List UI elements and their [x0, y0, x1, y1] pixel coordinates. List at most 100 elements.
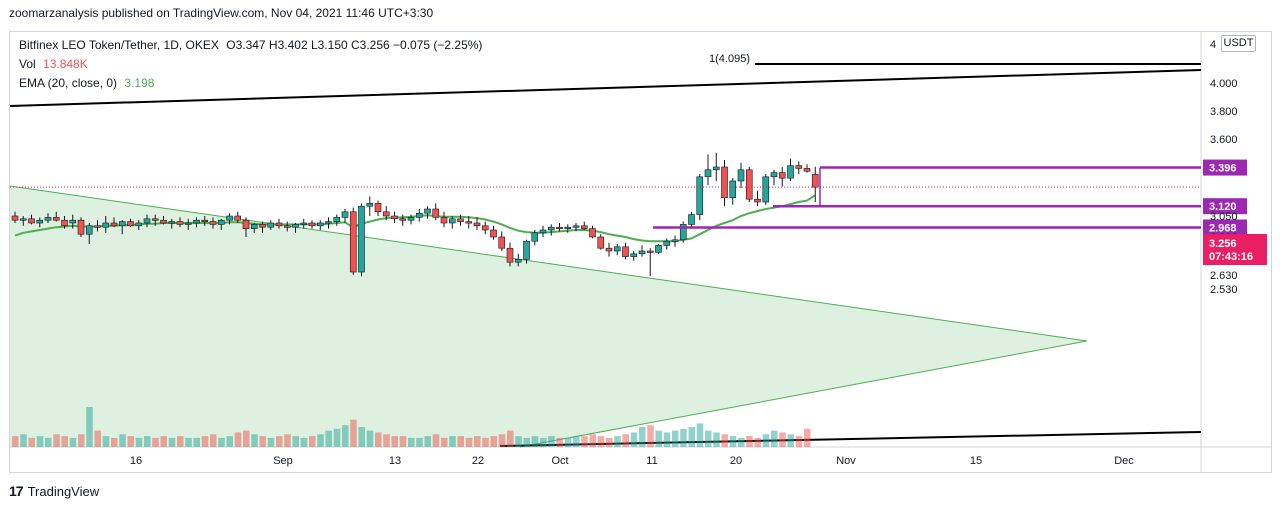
volume-bar [168, 437, 176, 447]
last-price-label: 3.256 [1209, 238, 1237, 250]
volume-bar [507, 430, 514, 447]
volume-bar [465, 437, 473, 447]
candle-body [556, 226, 563, 229]
lower-trend-line [499, 431, 1202, 447]
candle-body [209, 221, 217, 225]
candle-body [473, 222, 481, 227]
volume-bar [251, 434, 258, 447]
candle-body [94, 225, 101, 228]
upper-trend-line [9, 69, 1202, 107]
volume-bar [342, 425, 349, 447]
volume-bar [127, 436, 134, 447]
candle-body [77, 219, 85, 235]
volume-bar [606, 437, 613, 447]
candle-body [663, 240, 671, 246]
candle-body [391, 215, 398, 220]
candle-body [622, 246, 629, 257]
volume-bar [746, 436, 753, 447]
level-tag-label: 3.396 [1209, 163, 1237, 175]
price-tick-label: 3.600 [1210, 134, 1238, 146]
volume-bar [581, 436, 588, 447]
volume-bar [226, 436, 233, 447]
candle-body [514, 259, 522, 263]
volume-bar [12, 436, 19, 447]
candle-body [44, 217, 52, 221]
candle-body [267, 222, 275, 228]
volume-label: Vol [19, 57, 36, 71]
candle-body [613, 246, 621, 252]
volume-bar [804, 428, 811, 447]
candle-body [110, 222, 118, 227]
volume-bar [441, 437, 448, 447]
volume-bar [779, 432, 786, 447]
volume-bar [399, 436, 407, 447]
candle-body [127, 221, 134, 227]
volume-bar [688, 427, 695, 447]
candle-body [523, 240, 530, 260]
volume-bar [771, 430, 778, 447]
candle-body [168, 221, 176, 224]
volume-bar [729, 436, 737, 447]
volume-bar [69, 437, 77, 447]
candle-body [729, 180, 737, 199]
volume-bar [317, 434, 324, 447]
volume-bar [531, 436, 539, 447]
volume-bar [193, 437, 200, 447]
time-tick-label: Nov [836, 455, 856, 467]
volume-bar [20, 434, 27, 447]
volume-bar [234, 432, 242, 447]
price-tick-label: 2.530 [1210, 284, 1238, 296]
volume-bar [408, 437, 415, 447]
volume-bar [647, 425, 654, 447]
tradingview-logo-icon: 17 [9, 483, 24, 499]
candle-body [61, 219, 68, 227]
candle-body [481, 225, 489, 231]
candle-body [11, 215, 19, 221]
volume-bar [663, 432, 671, 447]
volume-bar [762, 434, 770, 447]
triangle-pattern-fill [10, 186, 1087, 447]
volume-bar [111, 437, 118, 447]
candle-body [160, 219, 167, 224]
candle-body [597, 236, 605, 249]
volume-bar [300, 437, 308, 447]
volume-bar [738, 437, 745, 447]
candle-body [531, 232, 539, 242]
volume-bar [424, 436, 431, 447]
volume-bar [45, 437, 52, 447]
candle-body [696, 176, 704, 215]
candle-body [803, 168, 811, 172]
volume-bar [630, 432, 638, 447]
volume-bar [36, 436, 44, 447]
tradingview-footer[interactable]: 17 TradingView [9, 483, 99, 499]
candle-body [226, 215, 233, 221]
candle-body [217, 219, 225, 225]
price-tick-label: 4 [1210, 39, 1216, 51]
chart-legend: Bitfinex LEO Token/Tether, 1D, OKEX O3.3… [19, 36, 482, 93]
candle-body [118, 221, 126, 227]
candle-body [754, 198, 761, 203]
candle-body [69, 219, 77, 224]
candle-body [184, 222, 192, 225]
volume-bar [61, 436, 68, 447]
candle-body [250, 224, 258, 229]
candle-body [704, 169, 712, 178]
chart-frame [9, 31, 1272, 473]
volume-bar [622, 434, 629, 447]
volume-bar [243, 430, 250, 447]
volume-bar [284, 434, 291, 447]
candle-body [85, 225, 93, 235]
volume-bar [655, 430, 662, 447]
volume-bar [276, 436, 283, 447]
volume-row: Vol 13.848K [19, 55, 482, 74]
volume-bar [787, 434, 794, 447]
candle-body [176, 221, 184, 225]
candle-body [646, 250, 654, 253]
candle-body [382, 211, 390, 217]
volume-bar [333, 428, 341, 447]
time-tick-label: 20 [730, 455, 742, 467]
volume-bar [449, 436, 456, 447]
currency-button[interactable]: USDT [1221, 35, 1256, 52]
candle-body [52, 217, 60, 221]
